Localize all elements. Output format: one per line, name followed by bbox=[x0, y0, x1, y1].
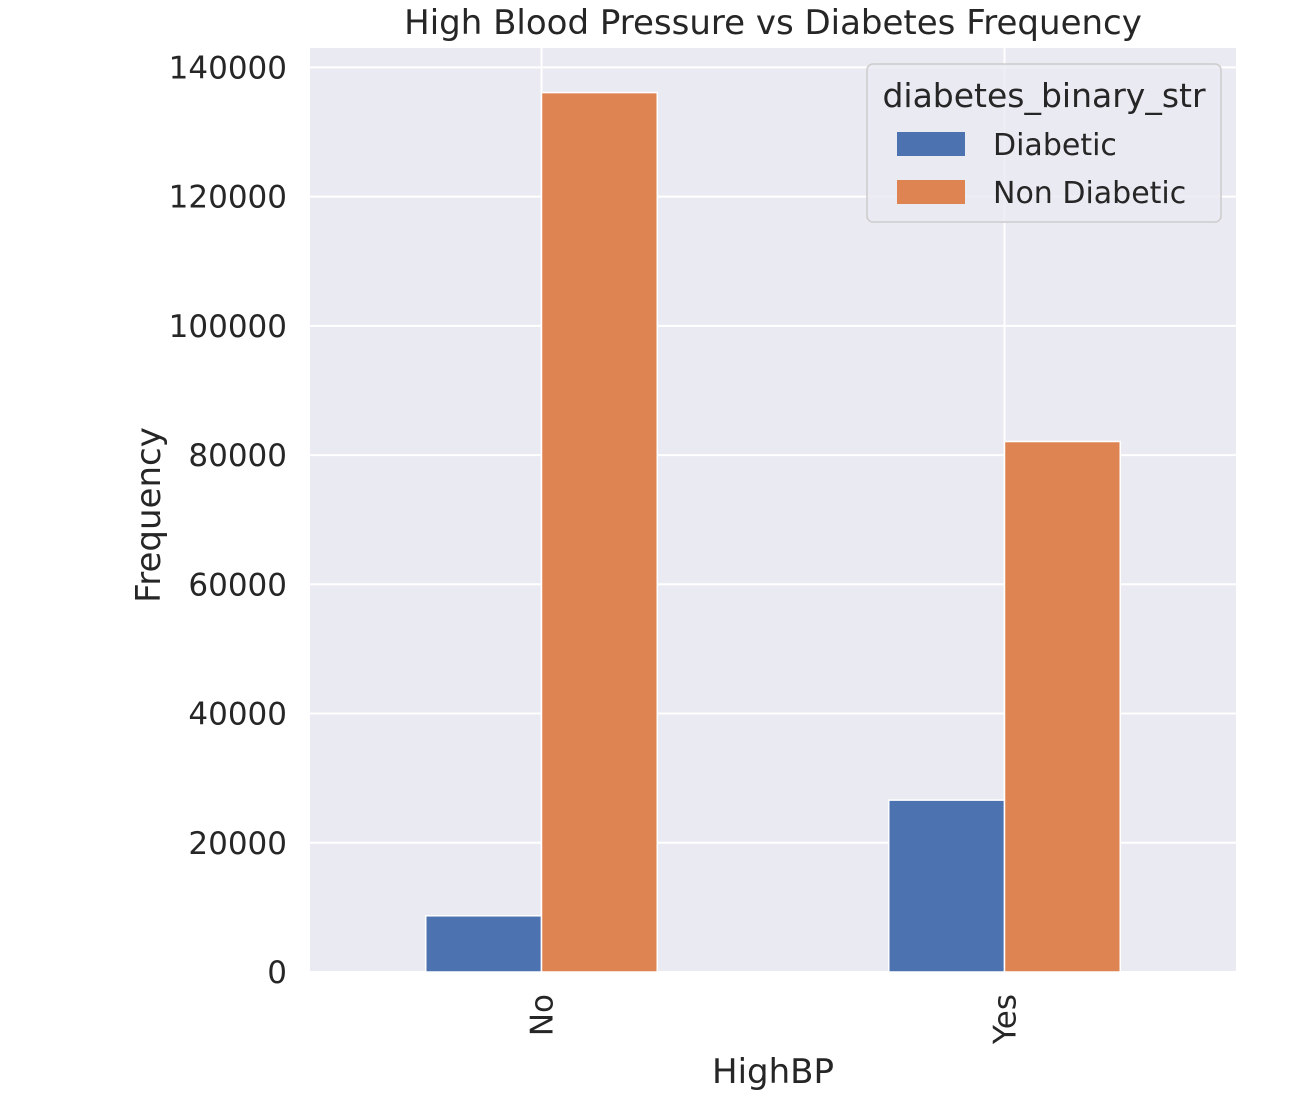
bar-diabetic-yes bbox=[888, 799, 1006, 973]
x-axis-ticks: No Yes bbox=[525, 994, 1024, 1045]
y-tick-label: 20000 bbox=[188, 826, 287, 862]
bar-non-diabetic-no bbox=[540, 91, 658, 973]
legend-title: diabetes_binary_str bbox=[882, 76, 1206, 115]
y-axis-ticks: 0 20000 40000 60000 80000 100000 120000 140000 bbox=[169, 50, 287, 991]
y-tick-label: 120000 bbox=[169, 180, 287, 216]
y-tick-label: 140000 bbox=[169, 50, 287, 86]
chart-title: High Blood Pressure vs Diabetes Frequenc… bbox=[404, 3, 1142, 43]
y-tick-label: 100000 bbox=[169, 309, 287, 345]
y-tick-label: 60000 bbox=[188, 567, 287, 603]
legend: diabetes_binary_str Diabetic Non Diabeti… bbox=[866, 63, 1222, 223]
x-tick-label: Yes bbox=[988, 994, 1024, 1045]
bars bbox=[425, 91, 1121, 973]
legend-label-diabetic: Diabetic bbox=[993, 128, 1117, 163]
x-axis-label: HighBP bbox=[712, 1052, 834, 1092]
y-tick-label: 0 bbox=[267, 955, 287, 991]
y-tick-label: 40000 bbox=[188, 697, 287, 733]
x-tick-label: No bbox=[525, 994, 561, 1036]
bar-diabetic-no bbox=[425, 915, 543, 973]
bar-non-diabetic-yes bbox=[1003, 440, 1121, 973]
legend-swatch-non-diabetic bbox=[897, 180, 965, 204]
y-tick-label: 80000 bbox=[188, 438, 287, 474]
legend-label-non-diabetic: Non Diabetic bbox=[993, 176, 1186, 211]
y-axis-label: Frequency bbox=[129, 427, 169, 603]
legend-swatch-diabetic bbox=[897, 132, 965, 156]
